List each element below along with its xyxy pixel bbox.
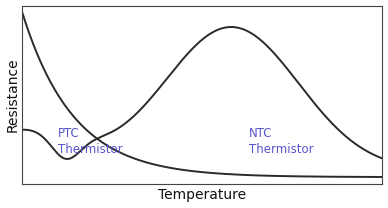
Text: Thermistor: Thermistor: [58, 143, 123, 156]
X-axis label: Temperature: Temperature: [158, 188, 246, 202]
Text: PTC: PTC: [58, 127, 80, 140]
Text: NTC: NTC: [249, 127, 273, 140]
Text: Thermistor: Thermistor: [249, 143, 314, 156]
Y-axis label: Resistance: Resistance: [5, 58, 19, 132]
